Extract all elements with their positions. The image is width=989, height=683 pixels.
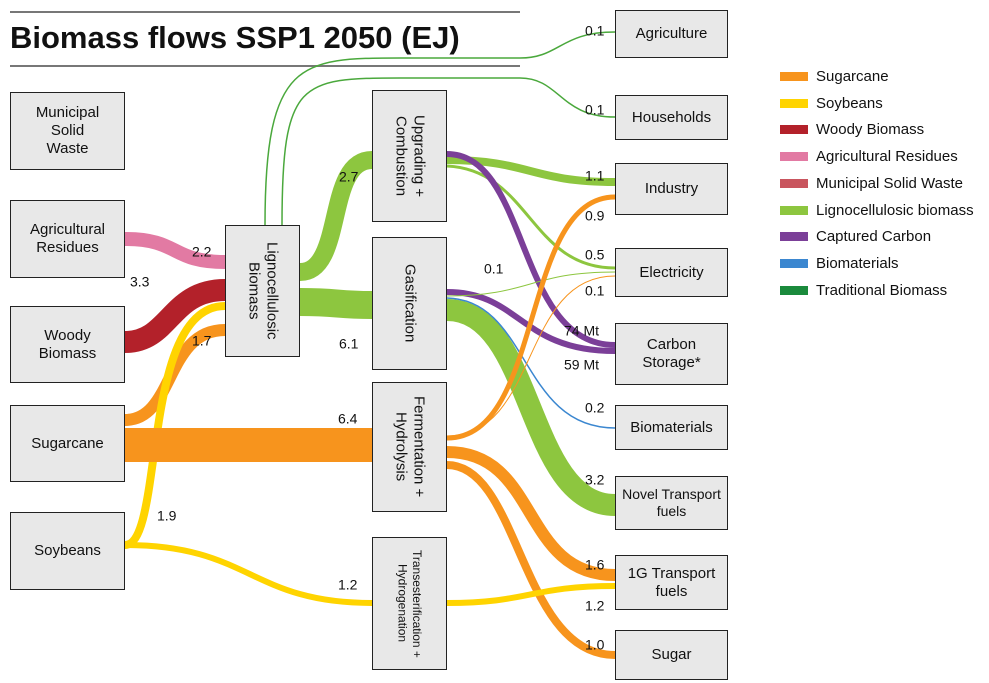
link xyxy=(446,446,616,581)
legend-item: Agricultural Residues xyxy=(780,148,958,165)
link xyxy=(124,232,226,269)
node: Sugarcane xyxy=(10,405,125,482)
legend-label: Traditional Biomass xyxy=(816,281,948,299)
link xyxy=(446,299,616,516)
link xyxy=(446,275,616,437)
legend-item: Lignocellulosic biomass xyxy=(780,202,974,219)
legend-swatch xyxy=(780,72,808,81)
title: Biomass flows SSP1 2050 (EJ) xyxy=(10,20,460,55)
link xyxy=(298,151,374,281)
flow-label: 1.7 xyxy=(192,333,212,349)
link xyxy=(281,77,616,226)
node: Industry xyxy=(615,163,728,215)
legend-label: Sugarcane xyxy=(816,68,889,85)
flow-labels: 2.2 3.3 1.7 1.9 6.4 1.2 2.7 6.1 0.1 0.1 … xyxy=(130,23,605,653)
legend-label: Municipal Solid Waste xyxy=(816,174,964,192)
node: Electricity xyxy=(615,248,728,297)
link xyxy=(123,302,226,549)
link xyxy=(124,542,373,606)
node: Biomaterials xyxy=(615,405,728,450)
node: Gasification xyxy=(372,237,447,370)
flow-label: 1.2 xyxy=(338,577,358,593)
legend-item: Sugarcane xyxy=(780,68,889,85)
legend-swatch xyxy=(780,232,808,242)
link xyxy=(446,151,616,348)
legend-swatch xyxy=(780,125,808,135)
legend-swatch xyxy=(780,205,808,215)
flow-label: 2.2 xyxy=(192,244,212,260)
legend-label: Biomaterials xyxy=(816,254,899,272)
flow-label: 1.9 xyxy=(157,508,177,524)
legend-label: Agricultural Residues xyxy=(816,148,958,166)
legend-label: Soybeans xyxy=(816,94,883,112)
node: Woody Biomass xyxy=(10,306,125,383)
legend-swatch xyxy=(780,258,808,268)
legend-item: Traditional Biomass xyxy=(780,282,947,299)
node: Sugar xyxy=(615,630,728,680)
legend-item: Soybeans xyxy=(780,95,883,112)
node: Soybeans xyxy=(10,512,125,590)
flow-label: 0.2 xyxy=(585,400,605,416)
node: Municipal Solid Waste xyxy=(10,92,125,170)
flow-label: 0.1 xyxy=(484,261,504,277)
flow-label: 1.1 xyxy=(585,168,605,184)
legend-label: Lignocellulosic biomass xyxy=(816,201,974,219)
legend-swatch xyxy=(780,152,808,162)
legend-item: Captured Carbon xyxy=(780,228,931,245)
legend-item: Woody Biomass xyxy=(780,121,924,138)
flow-label: 6.4 xyxy=(338,411,358,427)
link xyxy=(299,288,373,319)
legend-item: Biomaterials xyxy=(780,255,899,272)
node: Upgrading + Combustion xyxy=(372,90,447,222)
legend-label: Woody Biomass xyxy=(816,121,925,139)
link xyxy=(446,583,616,606)
flow-label: 0.1 xyxy=(585,23,605,39)
flow-label: 1.6 xyxy=(585,557,605,573)
flow-label: 1.2 xyxy=(585,598,605,614)
links xyxy=(123,31,616,659)
link xyxy=(446,461,616,659)
node: Lignocellulosic Biomass xyxy=(225,225,300,357)
flow-label: 0.1 xyxy=(585,283,605,299)
flow-label: 0.5 xyxy=(585,247,605,263)
flow-label: 74 Mt xyxy=(564,323,599,339)
flow-label: 2.7 xyxy=(339,169,359,185)
node: Households xyxy=(615,95,728,140)
node: Fermentation + Hydrolysis xyxy=(372,382,447,512)
flow-label: 1.0 xyxy=(585,637,605,653)
legend-item: Municipal Solid Waste xyxy=(780,175,963,192)
node: Transesterification + Hydrogenation xyxy=(372,537,447,670)
legend-label: Captured Carbon xyxy=(816,228,932,246)
link xyxy=(446,289,616,354)
flow-label: 0.1 xyxy=(585,102,605,118)
node: 1G Transport fuels xyxy=(615,555,728,610)
node: Agricultural Residues xyxy=(10,200,125,278)
flow-label: 0.9 xyxy=(585,208,605,224)
node: Carbon Storage* xyxy=(615,323,728,385)
legend-swatch xyxy=(780,98,808,108)
link xyxy=(446,271,616,297)
legend-swatch xyxy=(780,285,808,295)
flow-label: 59 Mt xyxy=(564,357,599,373)
link xyxy=(446,164,616,270)
link xyxy=(264,31,616,226)
node: Agriculture xyxy=(615,10,728,58)
flow-label: 3.2 xyxy=(585,472,605,488)
node: Novel Transport fuels xyxy=(615,476,728,530)
flow-label: 6.1 xyxy=(339,336,359,352)
link xyxy=(124,279,226,353)
legend-swatch xyxy=(780,178,808,188)
flow-label: 3.3 xyxy=(130,274,150,290)
link xyxy=(446,194,616,441)
